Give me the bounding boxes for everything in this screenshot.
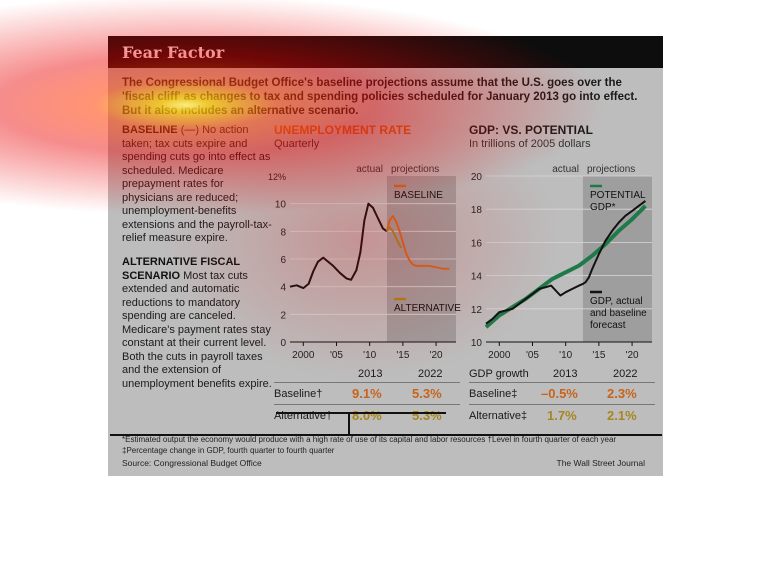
x-tick-label: '20 (626, 350, 639, 361)
gdp-row-label: Baseline‡ (469, 388, 518, 400)
x-tick-label: '10 (559, 350, 572, 361)
y-tick-label: 6 (280, 255, 286, 266)
y-tick-label: 2 (280, 310, 286, 321)
gdp-chart-title: GDP: VS. POTENTIAL (469, 123, 593, 137)
gdp-table: GDP growth 2013 2022 Baseline‡ –0.5% 2.3… (469, 368, 655, 428)
gdp-alternative-2022: 2.1% (607, 408, 637, 423)
x-tick-label: '05 (330, 350, 343, 361)
unemp-year-1: 2013 (358, 368, 383, 380)
unemployment-chart: 0 2 4 6 8 10 12% 2000 '05 '10 '15 '20 actual projecti… (268, 164, 461, 361)
gdp-row-label: Alternative‡ (469, 410, 528, 422)
legend-gdp-label: and baseline (590, 308, 647, 319)
y-tick-label: 12 (471, 305, 483, 316)
gdp-year-2: 2022 (613, 368, 638, 380)
baseline-heading: BASELINE (122, 124, 178, 136)
unemp-row-label: Baseline† (274, 388, 323, 400)
alternative-description: ALTERNATIVE FISCAL SCENARIO Most tax cut… (122, 256, 272, 391)
table-divider (469, 404, 655, 405)
series-actual-line (289, 202, 388, 290)
legend-baseline-label: BASELINE (394, 190, 443, 201)
legend-gdp-label: GDP, actual (590, 296, 643, 307)
unemployment-table: 2013 2022 Baseline† 9.1% 5.3% Alternativ… (274, 368, 460, 428)
unemp-year-2: 2022 (418, 368, 443, 380)
legend-alternative-label: ALTERNATIVE (394, 303, 461, 314)
actual-label: actual (356, 164, 383, 175)
y-tick-label: 16 (471, 238, 483, 249)
title-bar: Fear Factor (108, 36, 663, 68)
unemployment-chart-subtitle: Quarterly (274, 138, 320, 150)
y-tick-label: 4 (280, 283, 286, 294)
projections-label: projections (391, 164, 439, 175)
annotation-tick (348, 412, 350, 436)
baseline-description: BASELINE (—) No action taken; tax cuts e… (122, 124, 272, 246)
gdp-baseline-2013: –0.5% (541, 386, 578, 401)
unemployment-chart-title: UNEMPLOYMENT RATE (274, 123, 412, 137)
gdp-alternative-2013: 1.7% (547, 408, 577, 423)
alternative-text: Most tax cuts extended and automatic red… (122, 269, 272, 390)
x-tick-label: '10 (363, 350, 376, 361)
infographic-panel: Fear Factor The Congressional Budget Off… (108, 36, 663, 476)
table-divider (274, 382, 460, 383)
intro-text: The Congressional Budget Office's baseli… (122, 77, 638, 117)
x-tick-label: 2000 (292, 350, 315, 361)
panel-title: Fear Factor (122, 43, 225, 62)
baseline-text: (—) No action taken; tax cuts expire and… (122, 124, 272, 244)
unemp-alternative-2022: 5.3% (412, 408, 442, 423)
y-tick-label: 10 (275, 200, 287, 211)
table-divider (274, 404, 460, 405)
y-tick-label: 0 (280, 338, 286, 349)
unemp-baseline-2013: 9.1% (352, 386, 382, 401)
x-tick-label: '05 (526, 350, 539, 361)
actual-label: actual (552, 164, 579, 175)
publisher-credit: The Wall Street Journal (556, 458, 646, 468)
projections-label: projections (587, 164, 635, 175)
gdp-table-head: GDP growth (469, 368, 529, 380)
y-tick-label: 8 (280, 227, 286, 238)
unemp-alternative-2013: 8.0% (352, 408, 382, 423)
legend-gdp-label: forecast (590, 320, 626, 331)
unemp-baseline-2022: 5.3% (412, 386, 442, 401)
gdp-year-1: 2013 (553, 368, 578, 380)
x-tick-label: 2000 (488, 350, 511, 361)
y-tick-label: 12% (268, 172, 286, 182)
footnote-2: ‡Percentage change in GDP, fourth quarte… (122, 446, 335, 455)
legend-potential-label: GDP* (590, 202, 616, 213)
y-tick-label: 14 (471, 272, 483, 283)
y-tick-label: 20 (471, 172, 483, 183)
y-tick-label: 18 (471, 205, 483, 216)
y-tick-label: 10 (471, 338, 483, 349)
x-tick-label: '20 (430, 350, 443, 361)
x-tick-label: '15 (592, 350, 605, 361)
gdp-chart: 10 12 14 16 18 20 2000 '05 '10 '15 '20 actual projec… (471, 164, 652, 361)
annotation-line (110, 434, 662, 436)
x-tick-label: '15 (396, 350, 409, 361)
footnotes: *Estimated output the economy would prod… (122, 434, 662, 456)
source-note: Source: Congressional Budget Office (122, 458, 262, 468)
gdp-chart-title-text: GDP: VS. POTENTIAL (469, 123, 594, 137)
annotation-strike (276, 412, 446, 414)
legend-potential-label: POTENTIAL (590, 190, 646, 201)
gdp-chart-subtitle: In trillions of 2005 dollars (469, 138, 591, 150)
gdp-baseline-2022: 2.3% (607, 386, 637, 401)
table-divider (469, 382, 655, 383)
